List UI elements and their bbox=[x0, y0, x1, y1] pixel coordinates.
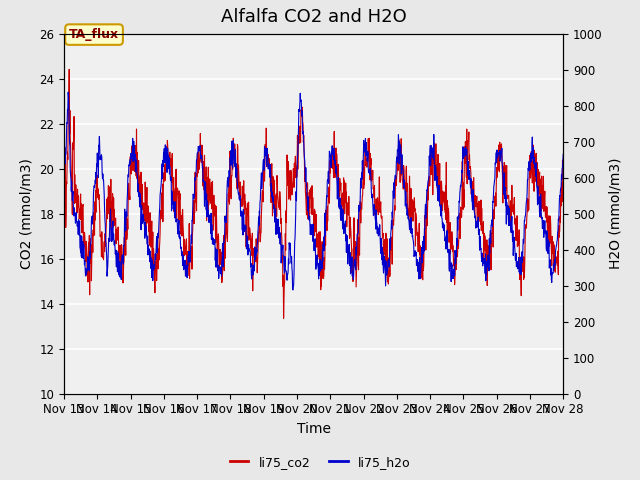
Title: Alfalfa CO2 and H2O: Alfalfa CO2 and H2O bbox=[221, 9, 406, 26]
Text: TA_flux: TA_flux bbox=[69, 28, 119, 41]
Y-axis label: H2O (mmol/m3): H2O (mmol/m3) bbox=[608, 158, 622, 269]
X-axis label: Time: Time bbox=[296, 422, 331, 436]
Y-axis label: CO2 (mmol/m3): CO2 (mmol/m3) bbox=[20, 158, 34, 269]
Legend: li75_co2, li75_h2o: li75_co2, li75_h2o bbox=[225, 451, 415, 474]
